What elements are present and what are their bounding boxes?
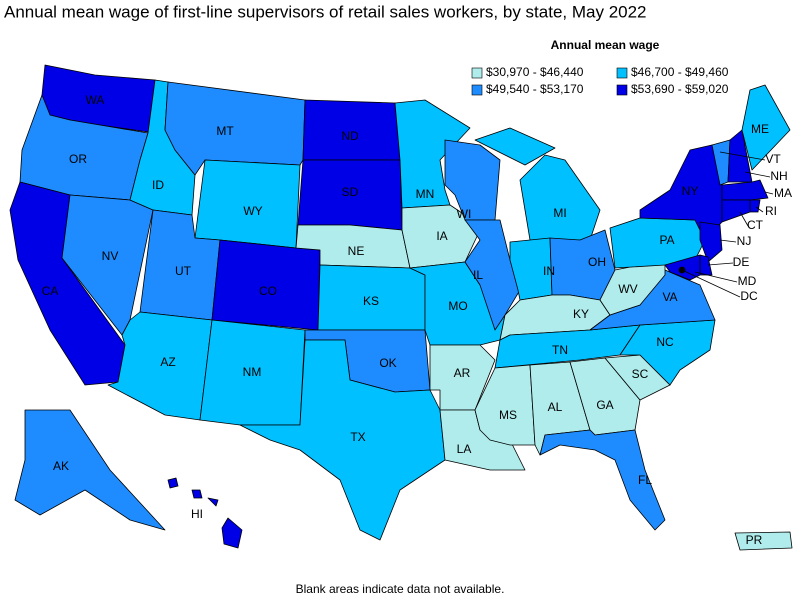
legend-label: $30,970 - $46,440 (486, 65, 584, 79)
state-label: WA (86, 93, 105, 107)
state-label: AR (454, 366, 471, 380)
state (741, 84, 791, 171)
state-label: MN (416, 187, 435, 201)
state-label: ND (341, 129, 359, 143)
legend: $30,970 - $46,440 $46,700 - $49,460 $49,54… (471, 65, 729, 96)
state-label: SD (342, 185, 359, 199)
state (734, 531, 793, 551)
state (394, 99, 471, 209)
legend-title: Annual mean wage (551, 38, 660, 52)
state-label: AL (548, 400, 563, 414)
state-label: CO (259, 284, 277, 298)
state (721, 179, 769, 201)
state-label: HI (191, 507, 203, 521)
state-label: KY (573, 307, 589, 321)
state-label: DE (733, 255, 750, 269)
state-label: OR (69, 152, 87, 166)
state (464, 219, 521, 331)
legend-swatch (471, 67, 483, 79)
legend-swatch (616, 84, 628, 96)
state-label: TX (350, 430, 365, 444)
state-label: CT (747, 218, 764, 232)
legend-swatch (616, 67, 628, 79)
state-label: OH (588, 255, 606, 269)
state-label: NH (770, 169, 787, 183)
state-label: NV (102, 249, 119, 263)
state-label: NM (243, 365, 262, 379)
state-label: PA (659, 233, 674, 247)
legend-swatch (471, 84, 483, 96)
state-label: MS (499, 408, 517, 422)
state-label: VT (765, 152, 781, 166)
state-label: WI (457, 207, 472, 221)
legend-label: $53,690 - $59,020 (631, 82, 729, 96)
state-label: LA (457, 442, 472, 456)
state-label: IA (436, 229, 447, 243)
state (14, 409, 166, 531)
state-label: UT (175, 264, 192, 278)
state-label: MA (774, 186, 792, 200)
state-label: VA (662, 290, 677, 304)
state (474, 127, 601, 241)
state (164, 81, 306, 176)
state-label: NY (682, 184, 699, 198)
state-label: TN (552, 343, 568, 357)
state-label: AZ (160, 355, 175, 369)
state (749, 199, 761, 213)
title: Annual mean wage of first-line superviso… (4, 2, 647, 21)
state-label: SC (632, 367, 649, 381)
state-label: RI (765, 204, 777, 218)
state-label: DC (740, 289, 758, 303)
state-label: WY (243, 204, 262, 218)
leader-lines (681, 151, 774, 298)
state-label: WV (618, 282, 637, 296)
legend-label: $49,540 - $53,170 (486, 82, 584, 96)
state-label: AK (53, 459, 69, 473)
state (699, 221, 723, 263)
state (599, 264, 666, 316)
states (9, 64, 793, 551)
state-label: OK (379, 356, 396, 370)
state-label: MO (448, 299, 467, 313)
state-label: NE (348, 244, 365, 258)
state-labels: WA OR CA NV ID MT WY UT CO AZ NM ND SD N… (42, 93, 792, 547)
state-label: NJ (737, 234, 752, 248)
state-label: ID (152, 178, 164, 192)
state-label: GA (596, 398, 613, 412)
state-label: MD (738, 274, 757, 288)
state-label: IL (473, 268, 483, 282)
state (401, 204, 481, 269)
footnote: Blank areas indicate data not available. (296, 582, 505, 596)
state-label: PR (746, 533, 763, 547)
state (167, 477, 243, 549)
state-label: MT (216, 124, 234, 138)
state-label: ME (751, 122, 769, 136)
state-label: FL (638, 473, 652, 487)
state-label: NC (656, 335, 674, 349)
state-label: KS (363, 294, 379, 308)
state-label: MI (553, 206, 566, 220)
state (721, 199, 751, 223)
legend-label: $46,700 - $49,460 (631, 65, 729, 79)
state-label: IN (543, 264, 555, 278)
state (539, 429, 666, 531)
state (239, 339, 446, 541)
state-label: CA (42, 284, 59, 298)
